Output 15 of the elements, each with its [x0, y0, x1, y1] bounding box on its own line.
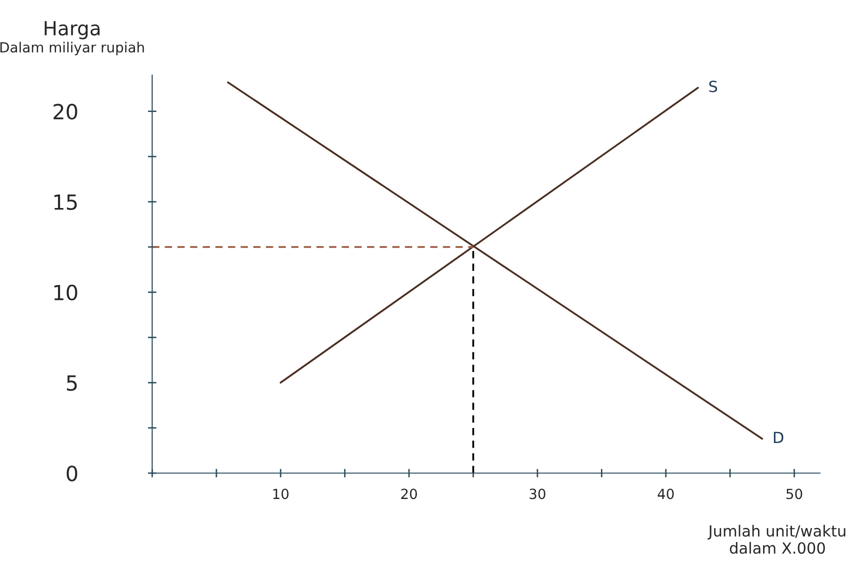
series-label: D: [774, 432, 784, 443]
y-tick-label: 20: [54, 104, 78, 120]
x-axis-title: Jumlah unit/waktu dalam X.000: [708, 524, 846, 554]
y-tick-label: 10: [54, 284, 78, 300]
y-axis-title: Harga: [44, 21, 100, 40]
y-tick-label: 0: [66, 466, 78, 482]
x-tick-label: 50: [786, 488, 802, 500]
x-tick-label: 40: [658, 488, 674, 500]
text: Dalam miliyar rupiah: [0, 42, 144, 56]
y-tick-label: 5: [66, 375, 77, 391]
series-label: S: [709, 80, 718, 92]
x-tick-label: 30: [530, 488, 546, 500]
y-tick-label: 15: [54, 194, 77, 210]
x-tick-label: 20: [401, 488, 417, 500]
x-tick-label: 10: [273, 488, 289, 500]
